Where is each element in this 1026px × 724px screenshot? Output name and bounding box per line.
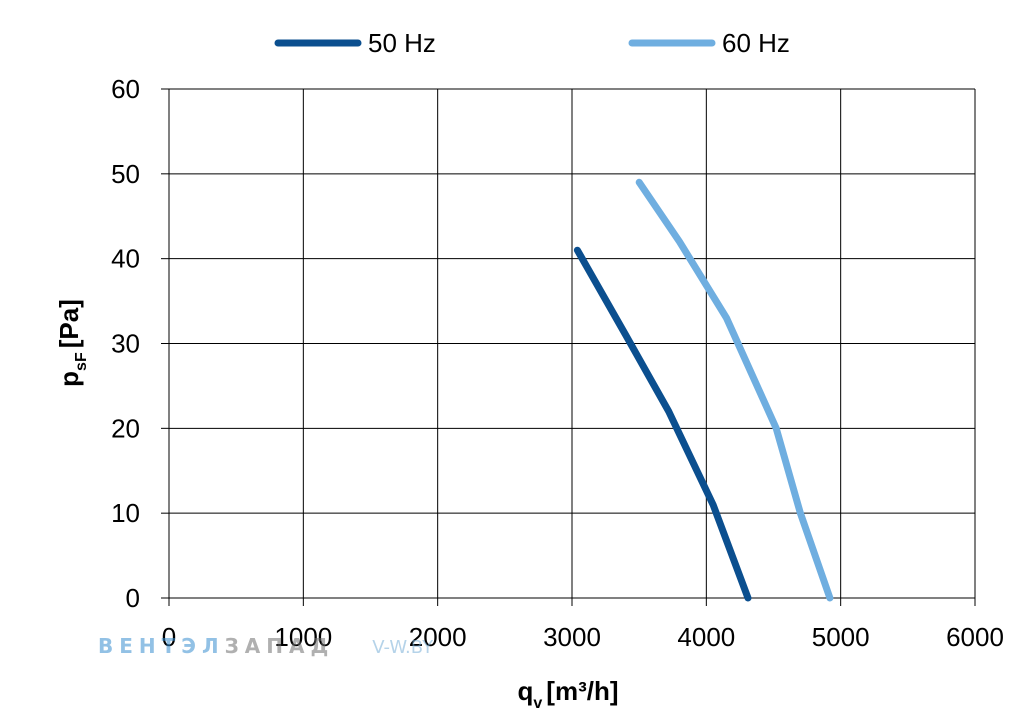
x-axis-title-unit: [m³/h] xyxy=(546,676,618,706)
y-tick-labels: 0 10 20 30 40 50 60 xyxy=(111,74,140,613)
y-axis-title: psF [Pa] xyxy=(54,299,90,387)
x-tick-label: 0 xyxy=(162,622,176,652)
watermark-part2: ЗАПАД xyxy=(224,634,335,658)
x-axis-title-sub: v xyxy=(533,695,542,712)
legend-label: 50 Hz xyxy=(368,28,436,58)
watermark-part1: ВЕНТЭЛ xyxy=(98,634,225,658)
series-line-2 xyxy=(635,178,834,602)
x-tick-label: 4000 xyxy=(677,622,735,652)
x-tick-label: 3000 xyxy=(543,622,601,652)
legend-label: 60 Hz xyxy=(722,28,790,58)
y-tick-label: 0 xyxy=(126,583,140,613)
y-tick-label: 40 xyxy=(111,244,140,274)
y-tick-label: 30 xyxy=(111,329,140,359)
legend-item-1: 50 Hz xyxy=(274,28,436,58)
legend: 50 Hz 60 Hz xyxy=(274,28,790,58)
watermark: ВЕНТЭЛЗАПАД V-W.BY xyxy=(98,634,433,658)
legend-item-2: 60 Hz xyxy=(628,28,790,58)
series-lines xyxy=(573,178,834,602)
series-line-1 xyxy=(573,246,752,602)
x-axis-title-main: q xyxy=(518,676,534,706)
y-tick-label: 50 xyxy=(111,159,140,189)
y-axis-title-sub: sF xyxy=(73,352,90,371)
x-tick-label: 1000 xyxy=(274,622,332,652)
x-tick-labels: 0 1000 2000 3000 4000 5000 6000 xyxy=(162,622,1004,652)
x-tick-label: 6000 xyxy=(946,622,1004,652)
y-axis-title-unit: [Pa] xyxy=(54,299,84,348)
x-axis-title: qv [m³/h] xyxy=(518,676,619,712)
y-tick-label: 20 xyxy=(111,413,140,443)
y-tick-label: 60 xyxy=(111,74,140,104)
x-tick-label: 2000 xyxy=(409,622,467,652)
y-axis-title-main: p xyxy=(54,371,84,387)
x-tick-label: 5000 xyxy=(812,622,870,652)
watermark-site: V-W.BY xyxy=(372,637,434,658)
y-tick-label: 10 xyxy=(111,498,140,528)
grid xyxy=(161,88,976,606)
